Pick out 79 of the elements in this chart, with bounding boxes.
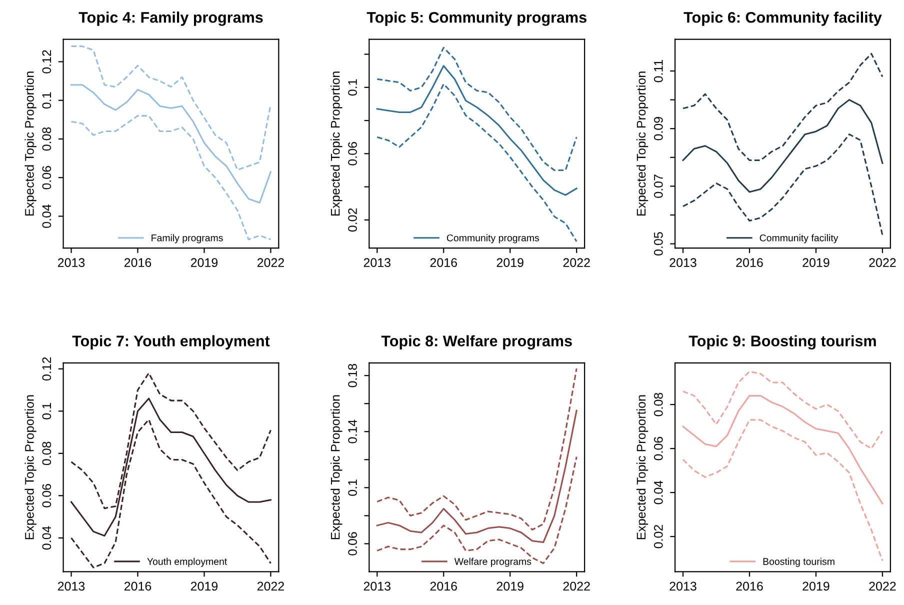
y-tick-label: 0.1 bbox=[348, 480, 357, 496]
x-tick-label: 2022 bbox=[563, 582, 590, 591]
x-tick-label: 2019 bbox=[496, 582, 524, 591]
x-tick-label: 2019 bbox=[496, 258, 524, 268]
y-tick-label: 0.08 bbox=[42, 127, 52, 151]
legend-label: Community facility bbox=[760, 234, 838, 244]
y-tick-label: 0.12 bbox=[42, 50, 52, 74]
y-tick-label: 0.08 bbox=[42, 442, 52, 466]
y-axis-title: Expected Topic Proportion bbox=[636, 395, 648, 540]
y-axis-title: Expected Topic Proportion bbox=[330, 395, 342, 540]
x-tick-label: 2013 bbox=[670, 258, 696, 268]
x-tick-label: 2022 bbox=[869, 258, 896, 268]
x-tick-label: 2022 bbox=[869, 582, 896, 591]
y-tick-label: 0.06 bbox=[348, 142, 357, 166]
line-series bbox=[376, 65, 578, 196]
y-tick-label: 0.11 bbox=[654, 60, 663, 82]
x-tick-label: 2016 bbox=[124, 582, 152, 591]
x-tick-label: 2016 bbox=[430, 582, 457, 591]
x-tick-label: 2016 bbox=[736, 582, 763, 591]
line-series bbox=[682, 394, 884, 504]
chart-title: Topic 9: Boosting tourism bbox=[688, 335, 876, 350]
line-series bbox=[70, 84, 272, 204]
x-tick-label: 2019 bbox=[190, 258, 218, 268]
x-tick-label: 2022 bbox=[257, 582, 284, 591]
x-tick-label: 2013 bbox=[58, 582, 85, 591]
legend-label: Boosting tourism bbox=[763, 558, 834, 567]
legend-label: Youth employment bbox=[147, 558, 228, 567]
y-tick-label: 0.06 bbox=[42, 166, 52, 190]
line-series bbox=[376, 410, 578, 544]
line-series bbox=[376, 46, 578, 171]
line-series bbox=[682, 52, 884, 162]
y-tick-label: 0.02 bbox=[654, 524, 663, 548]
y-axis-title: Expected Topic Proportion bbox=[24, 72, 36, 216]
y-tick-label: 0.1 bbox=[348, 79, 357, 96]
x-tick-label: 2013 bbox=[364, 258, 390, 268]
line-series bbox=[682, 99, 884, 193]
chart-title: Topic 5: Community programs bbox=[366, 12, 586, 26]
line-series bbox=[682, 370, 884, 450]
y-tick-label: 0.04 bbox=[654, 480, 663, 504]
x-tick-label: 2013 bbox=[670, 582, 696, 591]
y-tick-label: 0.1 bbox=[42, 403, 52, 420]
y-tick-label: 0.1 bbox=[42, 92, 52, 109]
y-axis-title: Expected Topic Proportion bbox=[636, 72, 648, 216]
y-tick-label: 0.04 bbox=[42, 526, 52, 550]
y-tick-label: 0.09 bbox=[654, 117, 663, 140]
x-tick-label: 2016 bbox=[430, 258, 457, 268]
y-tick-label: 0.05 bbox=[654, 232, 663, 256]
legend-label: Family programs bbox=[152, 234, 223, 244]
x-tick-label: 2016 bbox=[124, 258, 152, 268]
x-tick-label: 2022 bbox=[257, 258, 284, 268]
legend-label: Community programs bbox=[446, 234, 540, 244]
line-series bbox=[682, 134, 884, 236]
chart-title: Topic 4: Family programs bbox=[78, 12, 263, 26]
x-tick-label: 2022 bbox=[563, 258, 590, 268]
y-axis-title: Expected Topic Proportion bbox=[24, 395, 36, 540]
line-series bbox=[376, 83, 578, 242]
legend-label: Welfare programs bbox=[454, 558, 532, 567]
x-tick-label: 2013 bbox=[364, 582, 390, 591]
x-tick-label: 2013 bbox=[58, 258, 85, 268]
line-series bbox=[70, 46, 272, 171]
x-tick-label: 2016 bbox=[736, 258, 763, 268]
y-tick-label: 0.06 bbox=[42, 484, 52, 508]
y-tick-label: 0.08 bbox=[654, 392, 663, 416]
chart-title: Topic 6: Community facility bbox=[684, 12, 882, 26]
x-tick-label: 2019 bbox=[802, 258, 830, 268]
y-tick-label: 0.04 bbox=[42, 204, 52, 228]
chart-title: Topic 8: Welfare programs bbox=[381, 335, 572, 350]
y-tick-label: 0.14 bbox=[348, 420, 357, 444]
y-axis-title: Expected Topic Proportion bbox=[330, 72, 342, 216]
line-series bbox=[376, 368, 578, 530]
x-tick-label: 2019 bbox=[802, 582, 830, 591]
y-tick-label: 0.06 bbox=[654, 436, 663, 460]
y-tick-label: 0.06 bbox=[348, 532, 357, 556]
y-tick-label: 0.12 bbox=[42, 357, 52, 381]
y-tick-label: 0.02 bbox=[348, 208, 357, 232]
chart-title: Topic 7: Youth employment bbox=[72, 335, 270, 350]
x-tick-label: 2019 bbox=[190, 582, 218, 591]
y-tick-label: 0.18 bbox=[348, 364, 357, 388]
y-tick-label: 0.07 bbox=[654, 174, 663, 198]
